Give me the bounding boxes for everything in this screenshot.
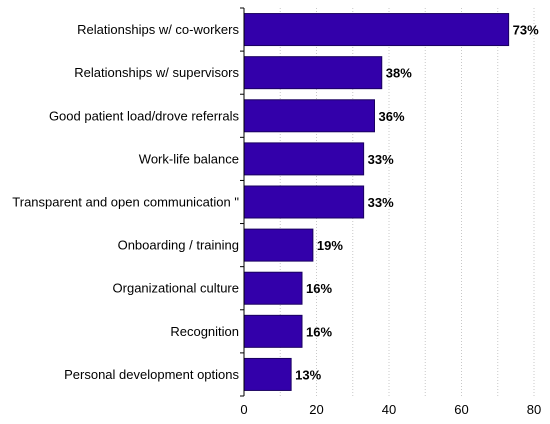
category-label: Good patient load/drove referrals — [49, 108, 240, 123]
category-label: Transparent and open communication " — [12, 195, 239, 210]
bar — [243, 314, 303, 348]
bar — [243, 185, 365, 219]
category-label: Work-life balance — [139, 151, 239, 166]
bar — [243, 142, 365, 176]
bar — [243, 13, 510, 47]
value-label: 16% — [306, 324, 332, 339]
axes — [240, 7, 245, 397]
x-tick-label: 60 — [454, 402, 468, 417]
value-label: 38% — [386, 66, 412, 81]
x-tick-label: 0 — [240, 402, 247, 417]
bars — [243, 13, 510, 391]
category-label: Relationships w/ co-workers — [77, 22, 239, 37]
bar — [243, 228, 314, 262]
x-tick-label: 80 — [527, 402, 541, 417]
x-tick-label: 20 — [309, 402, 323, 417]
value-label: 16% — [306, 281, 332, 296]
value-label: 13% — [295, 367, 321, 382]
category-label: Personal development options — [64, 367, 239, 382]
bar — [243, 99, 375, 133]
category-label: Onboarding / training — [118, 238, 239, 253]
category-label: Relationships w/ supervisors — [74, 65, 239, 80]
value-label: 19% — [317, 238, 343, 253]
value-label: 73% — [513, 23, 539, 38]
bar — [243, 271, 303, 305]
category-label: Organizational culture — [113, 281, 239, 296]
value-label: 36% — [379, 109, 405, 124]
value-label: 33% — [368, 195, 394, 210]
category-label: Recognition — [170, 324, 239, 339]
bar — [243, 357, 292, 391]
labels: Relationships w/ co-workers 73% Relationsh… — [12, 22, 541, 417]
bar — [243, 56, 383, 90]
value-label: 33% — [368, 152, 394, 167]
x-tick-label: 40 — [382, 402, 396, 417]
